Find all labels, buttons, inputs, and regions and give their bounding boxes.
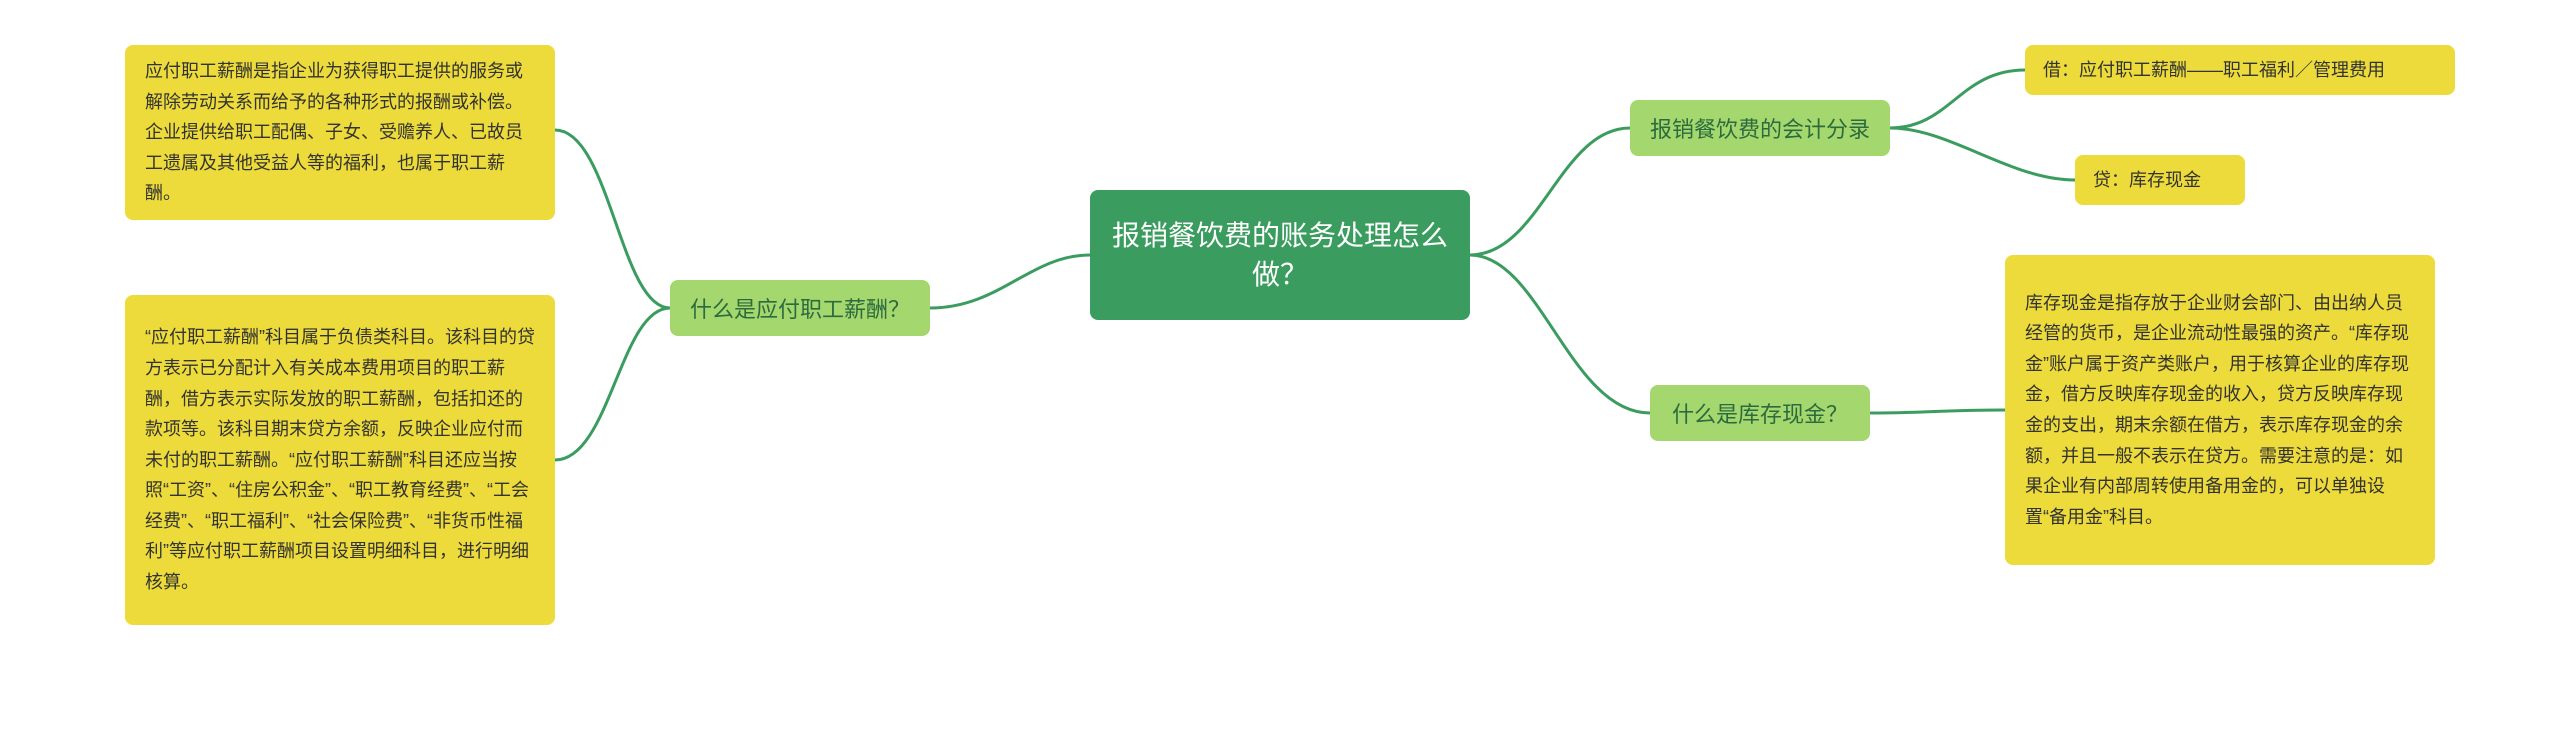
leaf-cash-definition: 库存现金是指存放于企业财会部门、由出纳人员经管的货币，是企业流动性最强的资产。“…: [2005, 255, 2435, 565]
branch-accounting-entry: 报销餐饮费的会计分录: [1630, 100, 1890, 156]
leaf-compensation-definition: 应付职工薪酬是指企业为获得职工提供的服务或解除劳动关系而给予的各种形式的报酬或补…: [125, 45, 555, 220]
root-node: 报销餐饮费的账务处理怎么做？: [1090, 190, 1470, 320]
leaf-debit-entry: 借：应付职工薪酬——职工福利／管理费用: [2025, 45, 2455, 95]
leaf-compensation-account: “应付职工薪酬”科目属于负债类科目。该科目的贷方表示已分配计入有关成本费用项目的…: [125, 295, 555, 625]
leaf-credit-entry: 贷：库存现金: [2075, 155, 2245, 205]
branch-employee-compensation: 什么是应付职工薪酬？: [670, 280, 930, 336]
branch-cash-on-hand: 什么是库存现金？: [1650, 385, 1870, 441]
